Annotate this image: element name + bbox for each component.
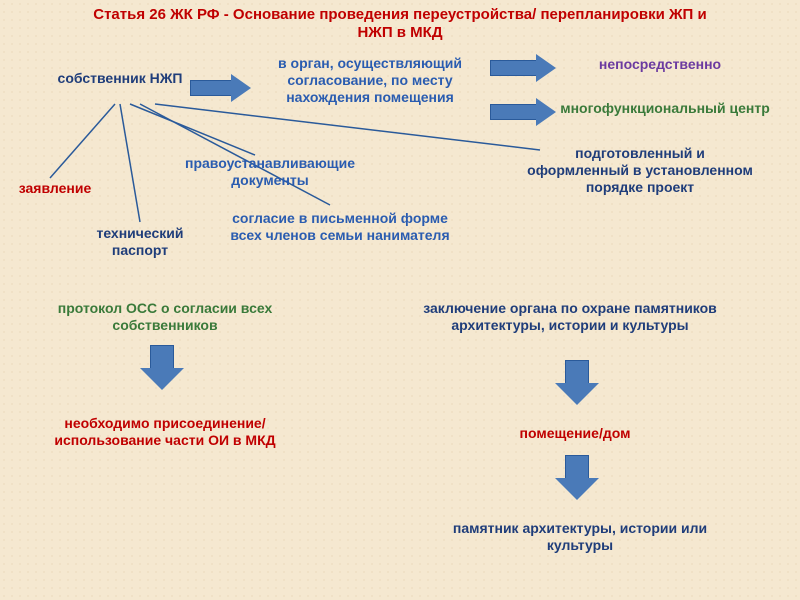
h-arrow-2 [490,98,556,126]
node-tech: технический паспорт [75,225,205,259]
v-arrow-1 [555,360,599,405]
node-pomesh: помещение/дом [500,425,650,442]
node-owner: собственник НЖП [55,70,185,87]
h-arrow-1 [490,54,556,82]
node-oss: протокол ОСС о согласии всех собственник… [35,300,295,334]
node-soglasie: согласие в письменной форме всех членов … [225,210,455,244]
node-organ: в орган, осуществляющий согласование, по… [260,55,480,105]
node-mfc: многофункциональный центр [555,100,775,117]
h-arrow-0 [190,74,251,102]
node-direct: непосредственно [570,56,750,73]
diagram-title: Статья 26 ЖК РФ - Основание проведения п… [80,6,720,42]
node-pravo: правоустанавливающие документы [160,155,380,189]
node-monument: памятник архитектуры, истории или культу… [420,520,740,554]
node-zayav: заявление [5,180,105,197]
v-arrow-2 [555,455,599,500]
node-oi: необходимо присоединение/использование ч… [20,415,310,449]
node-zakl: заключение органа по охране памятников а… [420,300,720,334]
v-arrow-0 [140,345,184,390]
node-project: подготовленный и оформленный в установле… [525,145,755,195]
